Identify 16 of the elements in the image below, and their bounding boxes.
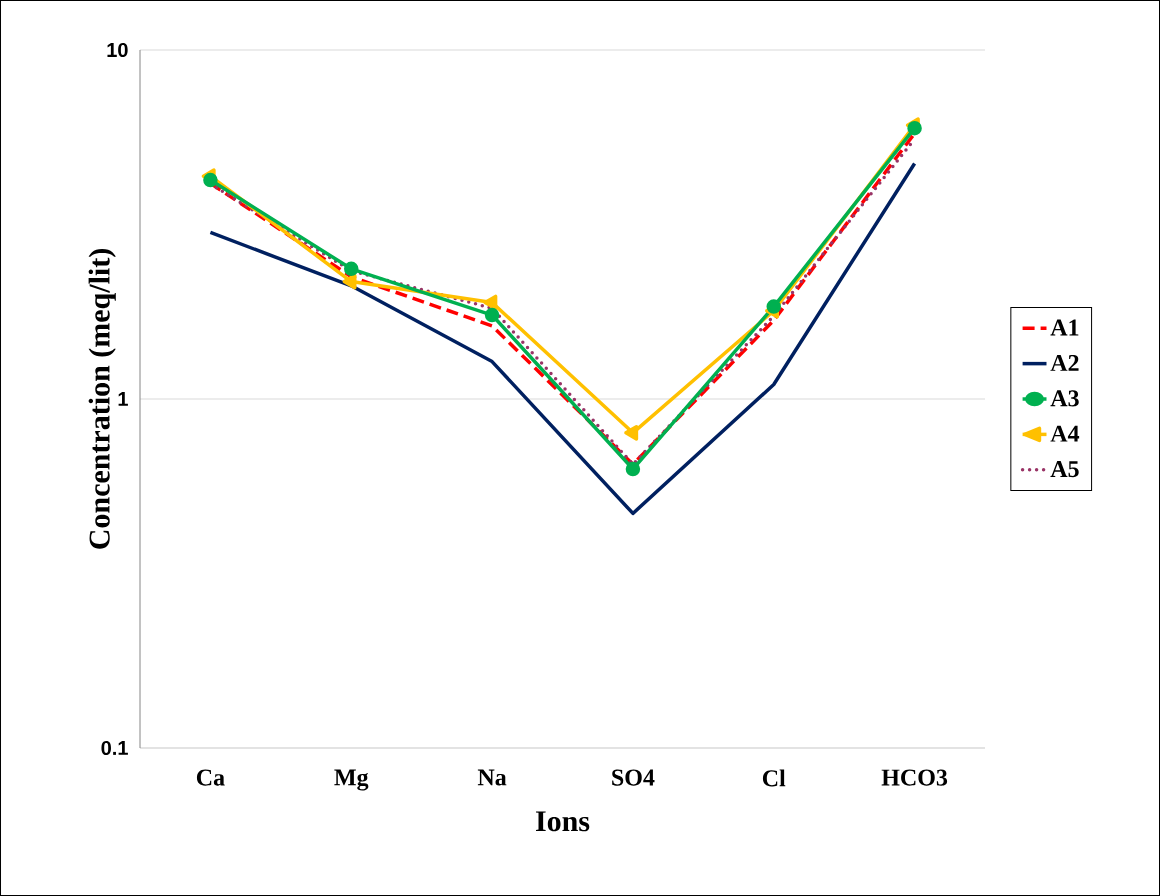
y-tick-label: 0.1 <box>101 740 128 756</box>
y-tick-label: 1 <box>118 392 128 406</box>
y-tick-label: 10 <box>107 42 128 58</box>
legend-label: A3 <box>1050 390 1079 407</box>
x-tick-label: Cl <box>762 769 786 787</box>
x-tick-label: Ca <box>196 769 225 786</box>
y-axis-title: Concentration (meq/lit) <box>88 249 116 549</box>
legend-label: A1 <box>1050 319 1079 336</box>
x-axis-title: Ions <box>535 811 590 832</box>
legend-label: A4 <box>1050 425 1080 442</box>
x-tick-label: HCO3 <box>881 769 948 786</box>
x-tick-label: SO4 <box>612 769 655 786</box>
legend-label: A2 <box>1050 354 1079 371</box>
x-tick-label: Na <box>477 769 507 786</box>
x-tick-label: Mg <box>334 769 369 791</box>
legend-label: A5 <box>1050 461 1079 478</box>
